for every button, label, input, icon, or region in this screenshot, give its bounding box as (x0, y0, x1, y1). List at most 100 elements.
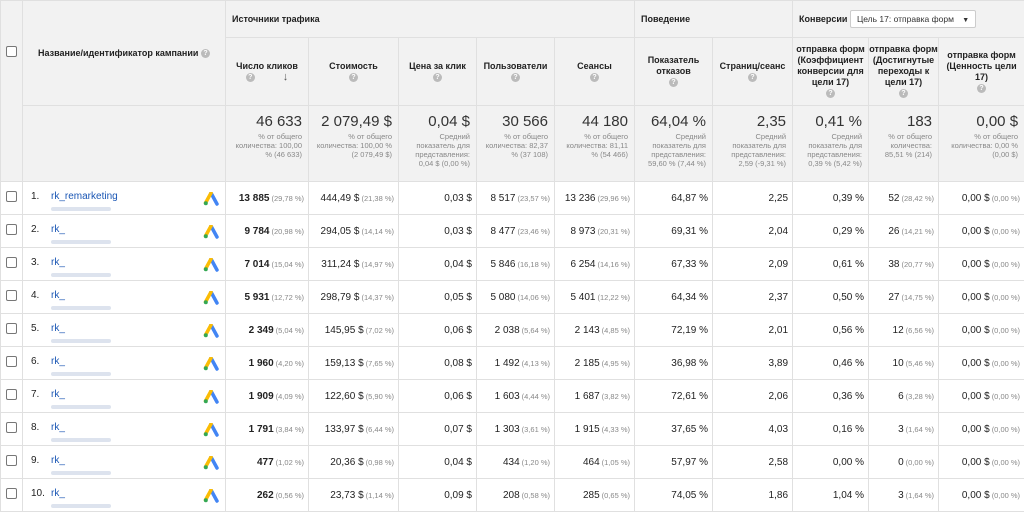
goal-value-percent: (0,00 %) (991, 457, 1021, 467)
users-cell: 208 (0,58 %) (476, 478, 555, 512)
help-icon[interactable]: ? (349, 72, 358, 82)
table-row[interactable]: 2. rk_ 9 784 (20,98 %) 294,05 $ (14,14 %) 0,03… (0, 214, 1024, 248)
column-header-6[interactable]: Показатель отказов? (634, 37, 713, 106)
column-header-5[interactable]: Сеансы? (554, 37, 635, 106)
help-icon[interactable]: ? (245, 72, 255, 82)
column-header-7[interactable]: Страниц/сеанс? (711, 37, 794, 106)
goal-value-cell: 0,00 $ (0,00 %) (938, 346, 1024, 380)
campaign-link[interactable]: rk_ (51, 388, 65, 400)
goal-completions-value: 3 (898, 423, 904, 435)
table-row[interactable]: 7. rk_ 1 909 (4,09 %) 122,60 $ (5,90 %) 0,06 $… (0, 379, 1024, 413)
cpc-value: 0,03 $ (444, 192, 472, 204)
cost-percent: (0,98 %) (365, 457, 394, 467)
help-icon[interactable]: ? (899, 89, 909, 99)
google-ads-icon (203, 290, 219, 305)
table-row[interactable]: 3. rk_ 7 014 (15,04 %) 311,24 $ (14,97 %) 0,04… (0, 247, 1024, 281)
help-icon[interactable]: ? (977, 83, 987, 93)
row-checkbox[interactable] (6, 488, 17, 499)
help-icon[interactable]: ? (826, 89, 836, 99)
row-checkbox[interactable] (6, 356, 17, 367)
users-value: 1 603 (494, 390, 520, 402)
campaign-link[interactable]: rk_ (51, 223, 65, 235)
campaign-link[interactable]: rk_ (51, 322, 65, 334)
cost-cell: 20,36 $ (0,98 %) (308, 445, 399, 479)
cpc-cell: 0,05 $ (398, 280, 477, 314)
goal-completions-cell: 0 (0,00 %) (868, 445, 940, 479)
help-icon[interactable]: ? (200, 49, 210, 59)
campaign-link[interactable]: rk_ (51, 454, 65, 466)
users-cell: 1 303 (3,61 %) (476, 412, 555, 446)
row-checkbox[interactable] (6, 191, 17, 202)
bounce-cell: 36,98 % (634, 346, 713, 380)
table-row[interactable]: 8. rk_ 1 791 (3,84 %) 133,97 $ (6,44 %) 0,07 $… (0, 412, 1024, 446)
table-row[interactable]: 10. rk_ 262 (0,56 %) 23,73 $ (1,14 %) 0,09 $20… (0, 478, 1024, 512)
sort-descending-icon[interactable]: ↓ (282, 70, 289, 83)
conversion-rate-value: 0,36 % (832, 390, 865, 402)
cpc-cell: 0,06 $ (398, 313, 477, 347)
campaign-link[interactable]: rk_ (51, 256, 65, 268)
cost-percent: (7,65 %) (365, 358, 394, 368)
goal-completions-percent: (20,77 %) (901, 259, 935, 269)
row-checkbox[interactable] (6, 389, 17, 400)
select-all-checkbox[interactable] (6, 46, 17, 57)
column-header-1[interactable]: Число кликов? ↓ (225, 37, 309, 106)
clicks-percent: (4,20 %) (275, 358, 304, 368)
goal-value-percent: (0,00 %) (991, 391, 1021, 401)
bounce-rate-value: 72,19 % (671, 324, 708, 336)
cpc-cell: 0,03 $ (398, 181, 477, 215)
row-checkbox[interactable] (6, 455, 17, 466)
cpc-cell: 0,09 $ (398, 478, 477, 512)
campaign-cell: 5. rk_ (22, 313, 226, 347)
campaign-link[interactable]: rk_ (51, 421, 65, 433)
conversion-rate-cell: 0,61 % (792, 247, 870, 281)
pages-cell: 2,25 (711, 181, 794, 215)
goal-value-percent: (0,00 %) (991, 490, 1021, 500)
row-checkbox-cell (0, 247, 23, 281)
redacted-campaign-id (51, 206, 111, 211)
table-row[interactable]: 1. rk_remarketing 13 885 (29,78 %) 444,49 $(… (0, 181, 1024, 215)
group-behavior: Поведение (633, 0, 794, 38)
table-row[interactable]: 5. rk_ 2 349 (5,04 %) 145,95 $ (7,02 %) 0,06 $… (0, 313, 1024, 347)
cost-cell: 159,13 $ (7,65 %) (308, 346, 399, 380)
table-row[interactable]: 6. rk_ 1 960 (4,20 %) 159,13 $ (7,65 %) 0,08 $… (0, 346, 1024, 380)
campaign-link[interactable]: rk_ (51, 487, 65, 499)
help-icon[interactable]: ? (433, 72, 442, 82)
campaign-link[interactable]: rk_ (51, 289, 65, 301)
row-checkbox[interactable] (6, 422, 17, 433)
clicks-value: 5 931 (244, 291, 270, 303)
campaign-link[interactable]: rk_ (51, 355, 65, 367)
help-icon[interactable]: ? (590, 72, 599, 82)
goal-select-dropdown[interactable]: Цель 17: отправка форм ▼ (849, 10, 977, 28)
cpc-value: 0,07 $ (444, 423, 472, 435)
row-checkbox[interactable] (6, 290, 17, 301)
campaign-cell: 1. rk_remarketing (22, 181, 226, 215)
help-icon[interactable]: ? (748, 72, 757, 82)
cost-cell: 444,49 $ (21,38 %) (308, 181, 399, 215)
table-row[interactable]: 9. rk_ 477 (1,02 %) 20,36 $ (0,98 %) 0,04 $434… (0, 445, 1024, 479)
conversion-rate-cell: 0,56 % (792, 313, 870, 347)
row-checkbox[interactable] (6, 257, 17, 268)
column-header-4[interactable]: Пользователи? (476, 37, 555, 106)
users-cell: 8 517 (23,57 %) (476, 181, 555, 215)
column-header-10[interactable]: отправка форм (Ценность цели 17)? (938, 37, 1024, 106)
bounce-cell: 69,31 % (634, 214, 713, 248)
column-header-3[interactable]: Цена за клик? (398, 37, 477, 106)
column-header-9[interactable]: отправка форм (Достигнутые переходы к це… (868, 37, 940, 106)
campaign-column-header[interactable]: Название/идентификатор кампании ? (22, 0, 226, 106)
pages-per-session-value: 4,03 (768, 423, 789, 435)
goal-completions-value: 26 (888, 225, 900, 237)
table-row[interactable]: 4. rk_ 5 931 (12,72 %) 298,79 $ (14,37 %) 0,05… (0, 280, 1024, 314)
goal-completions-value: 52 (888, 192, 900, 204)
goal-completions-value: 38 (888, 258, 900, 270)
row-checkbox[interactable] (6, 224, 17, 235)
row-checkbox[interactable] (6, 323, 17, 334)
google-ads-icon (203, 191, 219, 206)
redacted-campaign-id (51, 404, 111, 409)
row-number: 1. (31, 190, 40, 202)
campaign-link[interactable]: rk_remarketing (51, 190, 118, 202)
help-icon[interactable]: ? (511, 72, 520, 82)
column-header-8[interactable]: отправка форм (Коэффициент конверсии для… (792, 37, 870, 106)
help-icon[interactable]: ? (669, 78, 678, 88)
column-header-2[interactable]: Стоимость? (308, 37, 399, 106)
group-conversions: Конверсии Цель 17: отправка форм ▼ (792, 0, 1024, 38)
